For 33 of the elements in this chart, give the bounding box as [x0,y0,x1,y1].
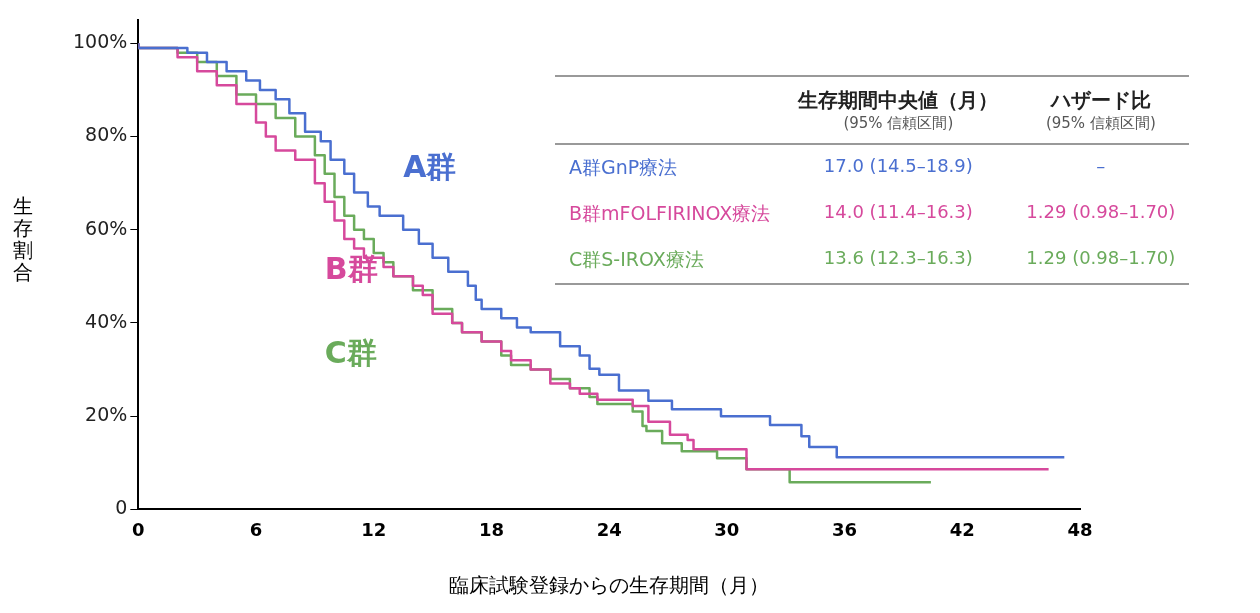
x-tick-label: 18 [478,518,504,540]
x-axis-title: 臨床試験登録からの生存期間（月） [449,573,770,598]
annotation: 17.0 (14.5–18.9) [822,154,974,178]
x-tick-label: 48 [1067,518,1093,540]
series-label: C群 [324,335,377,371]
x-tick-label: 36 [832,518,858,540]
text: – [1095,154,1107,178]
y-tick-label: 40% [85,309,128,332]
x-tick-label: 42 [949,518,975,540]
annotation: 14.0 (11.4–16.3) [822,200,974,224]
y-tick-label: 80% [85,123,128,146]
annotation: 1.29 (0.98–1.70) [1025,200,1177,224]
annotation: 1.29 (0.98–1.70) [1025,246,1177,270]
y-tick-label: 100% [72,30,128,53]
annotation: C群S-IROX療法 [568,247,705,272]
y-axis-title: 生存割合 [12,194,34,284]
annotation: A群GnP療法 [568,155,679,180]
x-tick-label: 12 [361,518,387,540]
y-tick-label: 0 [115,496,128,519]
x-tick-label: 0 [132,518,145,540]
series-label: B群 [324,251,378,287]
annotation: (95% 信頼区間) [1044,114,1157,133]
series-label: A群 [403,148,457,184]
annotation: B群mFOLFIRINOX療法 [568,201,772,226]
annotation: (95% 信頼区間) [842,114,955,133]
annotation: 13.6 (12.3–16.3) [822,246,974,270]
y-tick-label: 60% [85,216,128,239]
x-tick-label: 30 [714,518,740,540]
x-tick-label: 6 [249,518,263,540]
x-tick-label: 24 [596,518,622,540]
annotation: 生存期間中央値（月） [798,87,999,114]
y-tick-label: 20% [85,403,128,426]
annotation: ハザード比 [1049,87,1152,114]
